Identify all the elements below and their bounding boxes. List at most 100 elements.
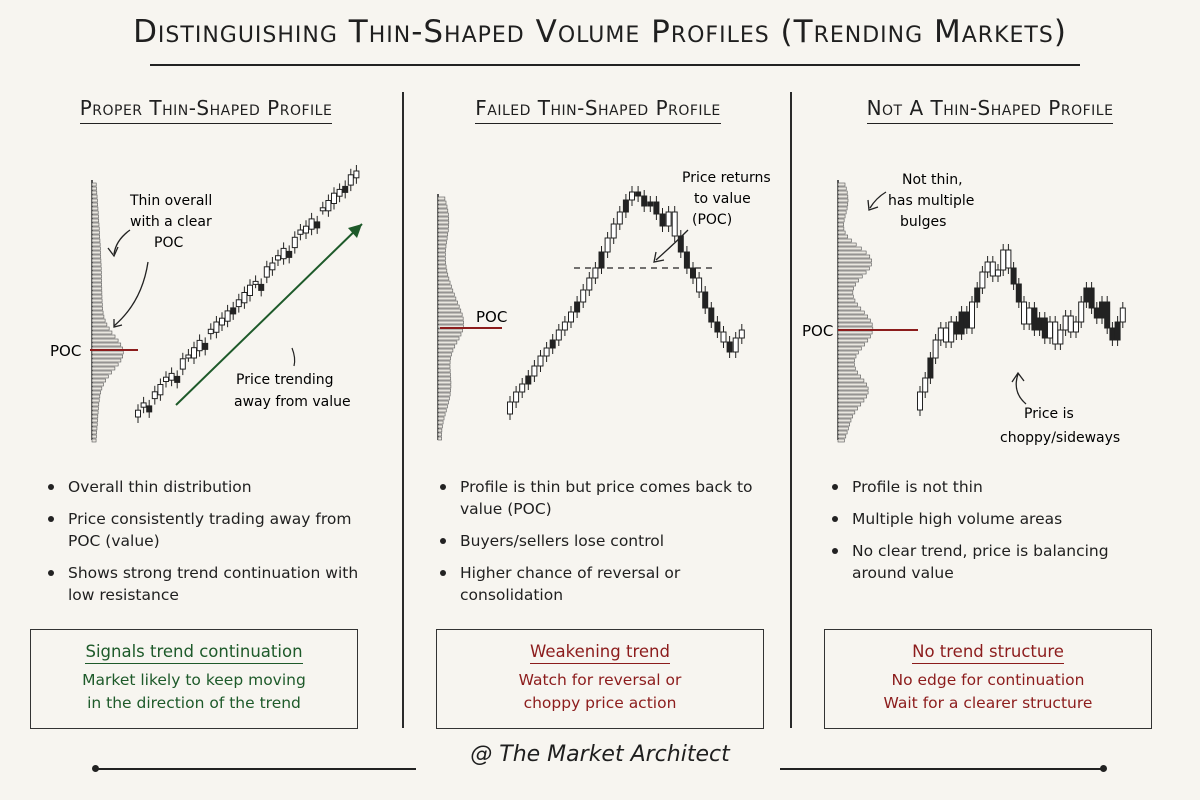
candle-body [1036, 317, 1043, 331]
annotation-text: Price is [1024, 406, 1074, 422]
conclusion-line: choppy price action [523, 694, 677, 712]
conclusion-heading: Signals trend continuation [31, 642, 357, 664]
profile-bar [837, 222, 844, 227]
bullet-list: Overall thin distribution Price consiste… [38, 476, 378, 616]
profile-bar [91, 362, 119, 367]
profile-bar [837, 210, 847, 215]
candle-body [616, 211, 623, 225]
profile-bar [437, 244, 447, 249]
candle-body [1104, 301, 1111, 329]
candle-body [1073, 321, 1079, 333]
profile-bar [837, 302, 858, 307]
profile-bar [437, 268, 448, 273]
column-proper: Proper Thin-Shaped Profile POC Thin over… [14, 92, 398, 729]
annotation-text: Thin overall [129, 193, 212, 209]
profile-bar [837, 314, 868, 319]
candle-body [347, 174, 354, 186]
profile-bar [437, 216, 450, 221]
candle-body [263, 266, 270, 278]
candle-body [580, 289, 587, 303]
profile-bar [91, 430, 97, 435]
profile-bar [437, 352, 452, 357]
profile-bar [91, 390, 101, 395]
candle-body [163, 376, 169, 382]
annotation-arrow [869, 191, 887, 209]
candle-body [995, 269, 1001, 277]
candle-body [258, 283, 265, 291]
annotation-arrowhead [113, 319, 123, 328]
profile-bar [837, 242, 857, 247]
profile-bar [837, 342, 865, 347]
candles [507, 186, 745, 420]
candle-body [1005, 249, 1012, 269]
annotation-text: bulges [900, 214, 946, 230]
profile-bar [91, 266, 102, 271]
candle-body [708, 307, 715, 323]
annotation-arrow [1015, 373, 1027, 405]
candle-body [291, 236, 298, 249]
candle-body [336, 188, 343, 197]
profile-bar [91, 298, 103, 303]
profile-bar [837, 266, 870, 271]
candle-body [241, 292, 248, 304]
profile-bar [437, 356, 451, 361]
candle-body [927, 357, 934, 379]
bullet-item: Profile is not thin [822, 476, 1162, 498]
bullet-item: Higher chance of reversal or consolidati… [430, 562, 770, 606]
profile-bar [437, 272, 449, 277]
profile-bar [91, 406, 99, 411]
candle-body [665, 211, 672, 227]
profile-bar [437, 284, 452, 289]
annotation-text: Price returns [682, 170, 771, 186]
profile-bar [837, 378, 865, 383]
failed-profile-chart: POC Price returns to value (POC) [437, 170, 771, 441]
bullet-item: Shows strong trend continuation with low… [38, 562, 378, 606]
profile-bar [91, 286, 103, 291]
candle-body [196, 339, 203, 352]
candle-body [1114, 321, 1121, 341]
profile-bar [437, 312, 463, 317]
candle-body [677, 235, 684, 253]
candle-body [635, 191, 642, 197]
profile-bar [837, 346, 862, 351]
candle-body [671, 211, 678, 237]
candle-body [1093, 307, 1100, 319]
profile-bar [837, 234, 848, 239]
profile-bar [91, 414, 99, 419]
footer-rule-right [780, 768, 1104, 770]
profile-bar [91, 366, 116, 371]
candle-body [598, 251, 605, 269]
profile-bar [91, 234, 101, 239]
profile-bar [437, 236, 448, 241]
candle-body [1041, 317, 1048, 339]
profile-bar [837, 338, 869, 343]
profile-bar [91, 358, 122, 363]
candle-body [1088, 287, 1095, 309]
candle-body [1119, 307, 1126, 323]
profile-bar [91, 206, 99, 211]
profile-bar [437, 432, 442, 437]
profile-bar [837, 382, 867, 387]
profile-bar [837, 250, 867, 255]
profile-bar [437, 376, 452, 381]
profile-bar [437, 320, 464, 325]
candle-body [252, 280, 259, 285]
candle-body [1015, 283, 1022, 303]
profile-bar [837, 306, 862, 311]
candle-body [683, 251, 690, 269]
candle-body [1010, 267, 1017, 285]
candles [135, 165, 360, 423]
profile-bar [91, 438, 97, 443]
profile-bar [91, 418, 98, 423]
bullet-item: Price consistently trading away from POC… [38, 508, 378, 552]
profile-bar [437, 220, 450, 225]
candle-body [604, 237, 611, 253]
candle-body [297, 229, 304, 235]
profile-bar [437, 404, 448, 409]
profile-bar [837, 406, 858, 411]
annotation-text: away from value [234, 394, 351, 410]
candle-body [135, 409, 141, 418]
profile-bar [437, 292, 455, 297]
profile-bar [91, 434, 97, 439]
profile-bar [837, 310, 865, 315]
